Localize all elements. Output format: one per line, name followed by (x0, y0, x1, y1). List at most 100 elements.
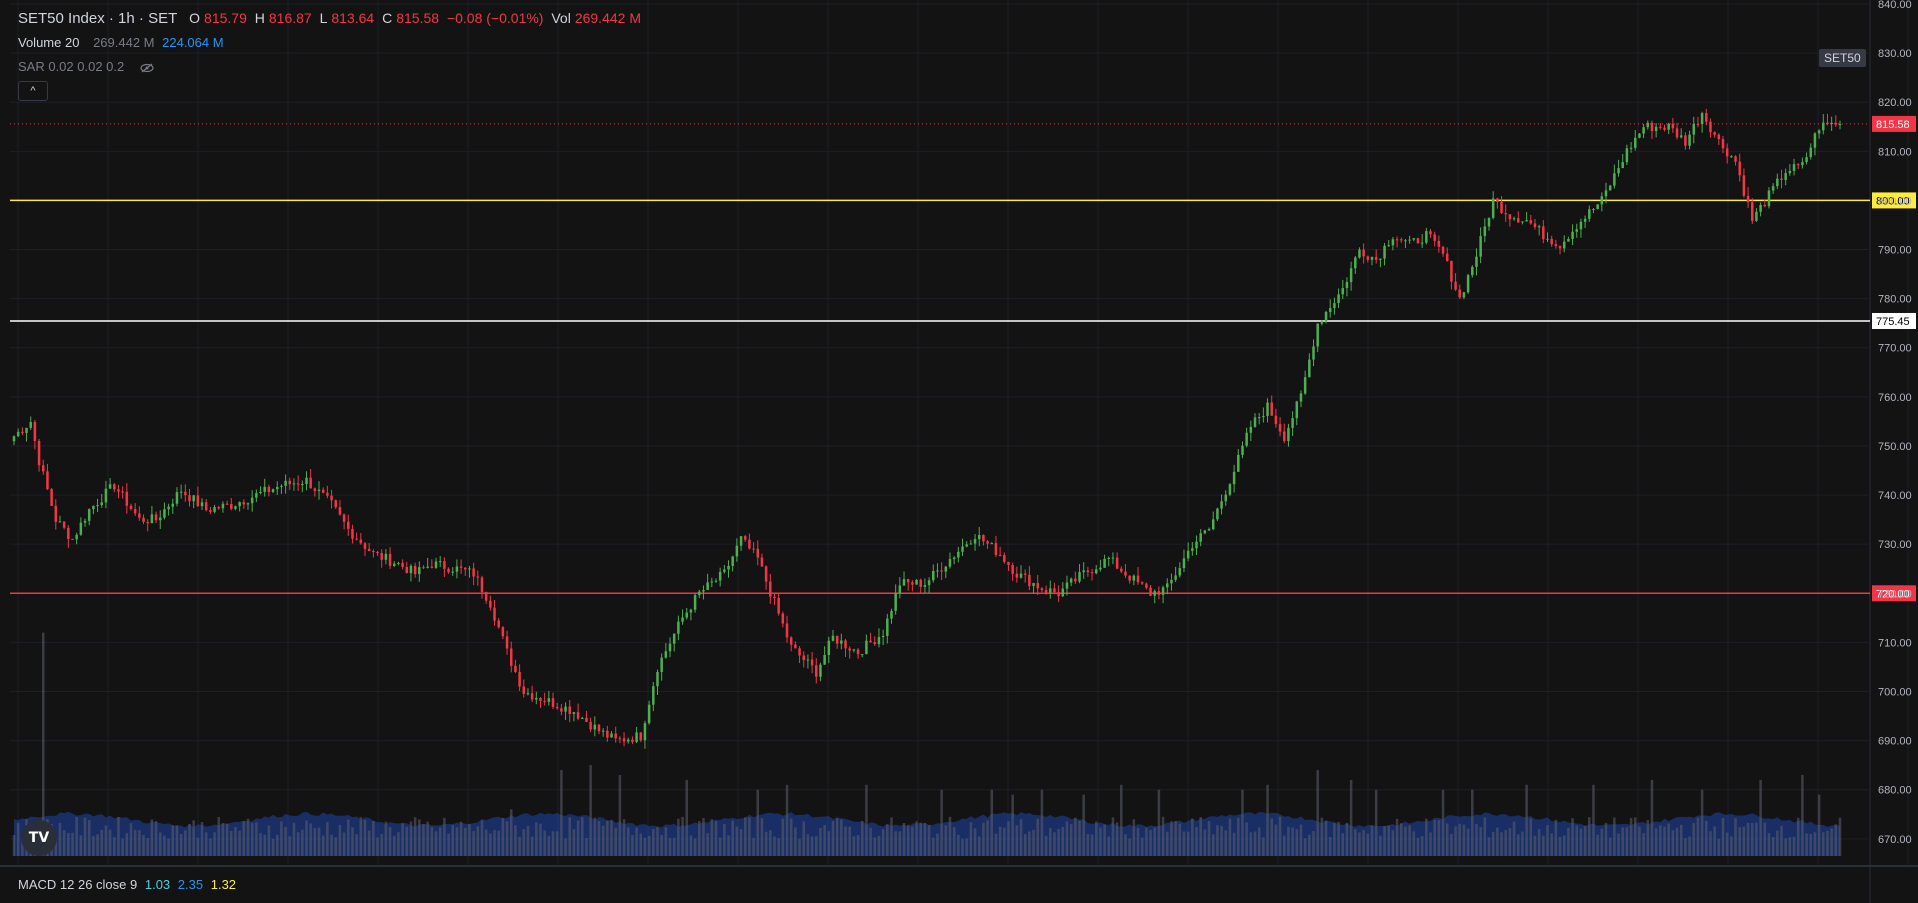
candle-body (1166, 583, 1169, 588)
candle-body (1542, 226, 1545, 240)
volume-bar (1517, 834, 1520, 856)
volume-bar (1755, 822, 1758, 856)
eye-hidden-icon[interactable] (140, 63, 154, 73)
volume-bar (906, 824, 910, 856)
candle-body (698, 591, 701, 596)
volume-bar (547, 835, 551, 856)
volume-bar (384, 821, 388, 856)
volume-bar (735, 826, 739, 856)
price-tag-label: 720.00 (1876, 588, 1910, 600)
volume-bar (1191, 818, 1194, 856)
volume-bar (338, 825, 342, 856)
volume-bar (447, 833, 450, 856)
volume-bar (1124, 834, 1127, 856)
candle-body (1374, 257, 1378, 260)
candle-body (652, 686, 655, 705)
candle-body (1550, 238, 1553, 245)
candle-body (1742, 175, 1746, 196)
candle-body (121, 491, 124, 493)
volume-bar (275, 834, 279, 856)
volume-bar (1140, 837, 1144, 856)
candle-body (305, 477, 308, 484)
candle-body (1312, 346, 1315, 360)
macd-legend[interactable]: MACD 12 26 close 9 1.03 2.35 1.32 (18, 877, 240, 892)
volume-bar (1086, 834, 1090, 856)
volume-bar (961, 838, 964, 856)
candle-body (798, 648, 801, 656)
volume-bar (844, 826, 847, 856)
candle-body (597, 724, 601, 732)
volume-bar (372, 820, 375, 856)
candle-body (969, 543, 973, 545)
volume-bar (230, 831, 233, 856)
candle-body (881, 635, 885, 638)
candle-body (518, 671, 521, 687)
volume-bar (668, 837, 672, 856)
candle-body (823, 655, 826, 665)
volume-bar (1705, 820, 1708, 856)
volume-indicator-legend[interactable]: Volume 20 269.442 M 224.064 M (18, 35, 228, 50)
candle-body (1512, 218, 1516, 220)
volume-bar (1738, 827, 1741, 856)
volume-indicator-value: 269.442 M (93, 35, 155, 50)
volume-bar (647, 835, 651, 856)
y-tick-label: 670.00 (1878, 834, 1912, 846)
volume-bar (977, 836, 981, 856)
candle-body (668, 643, 672, 652)
volume-bar (108, 829, 112, 856)
volume-bar (982, 822, 985, 856)
candle-body (714, 580, 718, 582)
sar-indicator-legend[interactable]: SAR 0.02 0.02 0.2 (18, 59, 154, 74)
volume-bar (1324, 820, 1328, 856)
candle-body (1324, 311, 1328, 322)
volume-bar (1562, 835, 1566, 856)
candle-body (284, 480, 287, 486)
volume-bar (1111, 817, 1115, 856)
y-tick-label: 780.00 (1878, 294, 1912, 306)
candle-body (443, 561, 446, 569)
candle-body (1805, 157, 1808, 163)
collapse-legend-button[interactable]: ^ (18, 81, 48, 101)
volume-bar (1061, 827, 1065, 856)
candle-body (706, 582, 709, 591)
volume-bar (1115, 822, 1119, 856)
volume-bar (493, 830, 496, 856)
symbol-title[interactable]: SET50 Index · 1h · SET (18, 10, 178, 27)
volume-bar (92, 835, 95, 856)
volume-bar (280, 821, 283, 856)
volume-bar (902, 822, 906, 856)
candle-body (1750, 202, 1754, 221)
volume-bar (1178, 823, 1182, 856)
candle-body (894, 593, 897, 611)
candle-body (919, 579, 922, 587)
y-tick-label: 680.00 (1878, 785, 1912, 797)
candle-body (455, 566, 459, 572)
candle-body (1019, 573, 1023, 578)
volume-bar (1796, 817, 1800, 856)
candle-body (1621, 162, 1624, 169)
volume-bar (104, 825, 108, 856)
candle-body (865, 640, 868, 655)
candle-body (1191, 548, 1194, 551)
volume-bar (952, 827, 956, 856)
volume-bar (1299, 824, 1303, 856)
candle-body (940, 570, 943, 572)
volume-bar (1391, 830, 1395, 856)
tradingview-logo[interactable]: TV (21, 820, 57, 856)
candle-body (1500, 201, 1503, 214)
volume-bar (681, 816, 684, 856)
candle-body (37, 440, 41, 466)
candle-body (1383, 245, 1386, 259)
volume-bar (422, 824, 425, 856)
volume-bar (1458, 823, 1462, 856)
candle-body (743, 536, 747, 540)
candle-body (606, 730, 609, 738)
volume-bar (1107, 836, 1111, 856)
candle-body (1617, 168, 1620, 174)
volume-bar (342, 832, 346, 856)
volume-bar (965, 838, 968, 856)
volume-bar (1546, 824, 1549, 856)
candle-body (213, 507, 216, 512)
candle-body (936, 570, 939, 572)
